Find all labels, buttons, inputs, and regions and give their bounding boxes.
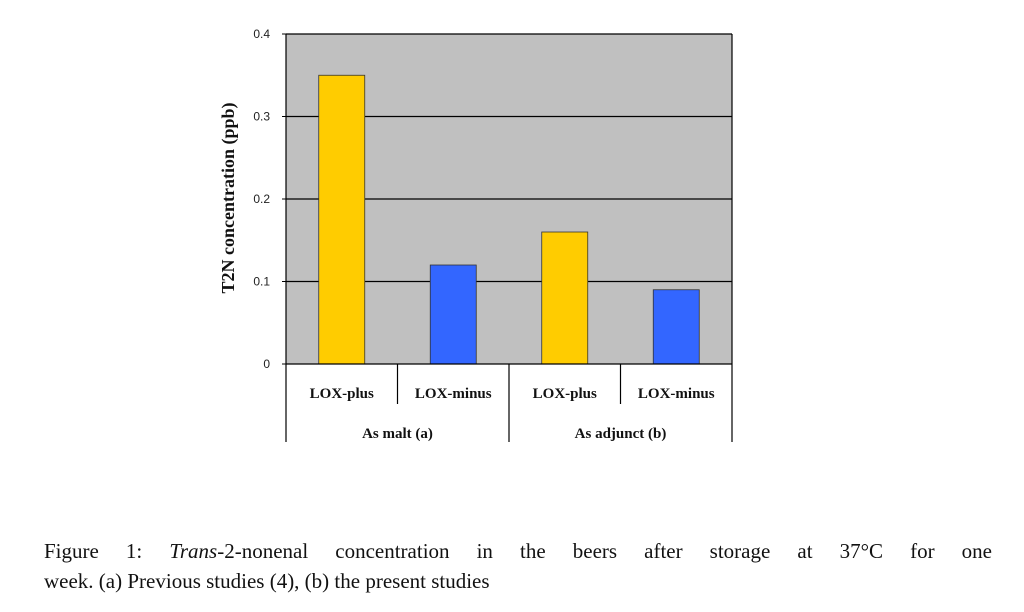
category-label: LOX-plus <box>310 386 374 402</box>
y-axis-label: T2N concentration (ppb) <box>218 102 239 293</box>
category-label: LOX-minus <box>415 386 492 402</box>
y-tick-label: 0.3 <box>253 110 270 124</box>
y-tick-label: 0.2 <box>253 192 270 206</box>
y-tick-label: 0 <box>263 357 270 371</box>
caption-italic: Trans <box>169 539 218 563</box>
caption-prefix: Figure 1: <box>44 539 170 563</box>
bar-1 <box>429 264 477 365</box>
category-label: LOX-plus <box>533 386 597 402</box>
bars <box>318 74 700 365</box>
bar-2 <box>541 231 589 365</box>
category-labels: LOX-plus LOX-minus LOX-plus LOX-minus As mal… <box>310 386 715 442</box>
axes <box>282 33 733 442</box>
caption-line-2: week. (a) Previous studies (4), (b) the … <box>44 569 490 593</box>
y-tick-labels: 0 0.1 0.2 0.3 0.4 <box>253 27 270 371</box>
caption-line-1: Figure 1: Trans-2-nonenal concentration … <box>44 536 992 566</box>
group-label: As malt (a) <box>362 426 433 442</box>
bar-3 <box>652 289 700 365</box>
caption-rest: -2-nonenal concentration in the beers af… <box>217 539 992 563</box>
y-tick-label: 0.1 <box>253 275 270 289</box>
y-tick-label: 0.4 <box>253 27 270 41</box>
group-label: As adjunct (b) <box>575 426 667 442</box>
bar-0 <box>318 74 366 365</box>
category-label: LOX-minus <box>638 386 715 402</box>
bar-chart: 00.10.20.30.4 LOX-plus LOX-minus LOX-plus L… <box>218 27 733 442</box>
figure-caption: Figure 1: Trans-2-nonenal concentration … <box>44 536 992 596</box>
